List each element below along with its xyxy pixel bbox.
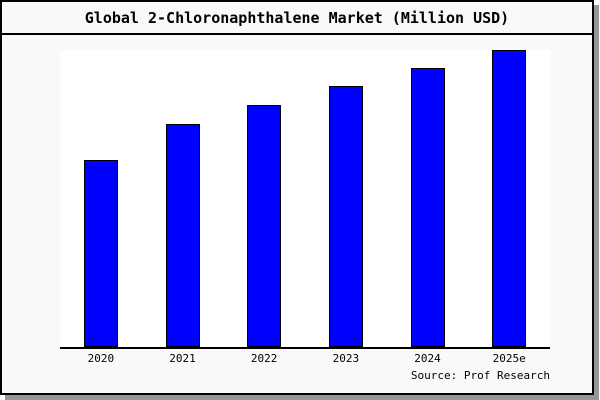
chart-title: Global 2-Chloronaphthalene Market (Milli…	[84, 8, 510, 27]
x-tick-2025e: 2025e	[492, 352, 526, 365]
bar-2025e	[492, 50, 527, 347]
x-tick-2023: 2023	[332, 352, 360, 365]
x-tick-2022: 2022	[250, 352, 278, 365]
x-tick-2021: 2021	[169, 352, 196, 365]
title-bar: Global 2-Chloronaphthalene Market (Milli…	[2, 2, 592, 35]
x-tick-2024: 2024	[414, 352, 441, 365]
plot-area	[60, 50, 550, 349]
bar-2021	[165, 123, 200, 347]
bar-2024	[410, 67, 445, 347]
bar-2020	[83, 160, 118, 347]
x-tick-2020: 2020	[87, 352, 115, 365]
bar-2022	[247, 104, 282, 347]
bar-2023	[328, 85, 363, 347]
source-label: Source: Prof Research	[410, 369, 550, 382]
